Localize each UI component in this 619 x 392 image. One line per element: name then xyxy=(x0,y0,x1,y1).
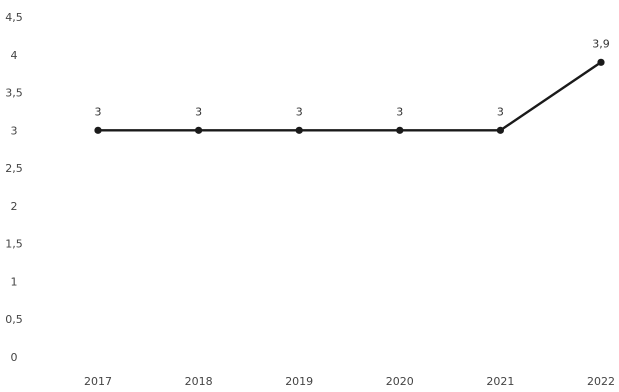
x-tick-label: 2017 xyxy=(84,375,112,388)
data-point xyxy=(597,58,605,66)
y-tick-label: 1 xyxy=(11,275,18,288)
x-tick-label: 2019 xyxy=(285,375,313,388)
data-point xyxy=(295,126,303,134)
y-tick-label: 3 xyxy=(11,124,18,137)
x-tick-label: 2022 xyxy=(587,375,615,388)
y-tick-label: 2,5 xyxy=(5,162,23,175)
y-tick-label: 0,5 xyxy=(5,313,23,326)
y-tick-label: 4,5 xyxy=(5,11,23,24)
data-labels: 3 3 3 3 3 3,9 xyxy=(95,37,610,118)
data-label: 3 xyxy=(195,105,202,118)
data-point xyxy=(396,126,404,134)
series-line xyxy=(98,61,602,132)
data-label: 3,9 xyxy=(592,37,610,50)
y-tick-label: 0 xyxy=(11,351,18,364)
data-point xyxy=(195,126,203,134)
y-tick-label: 3,5 xyxy=(5,87,23,100)
y-tick-label: 4 xyxy=(11,49,18,62)
y-axis: 0 0,5 1 1,5 2 2,5 3 3,5 4 4,5 xyxy=(5,11,23,364)
x-tick-label: 2018 xyxy=(185,375,213,388)
data-point xyxy=(94,126,102,134)
y-tick-label: 2 xyxy=(11,200,18,213)
y-tick-label: 1,5 xyxy=(5,238,23,251)
data-point xyxy=(496,126,504,134)
data-label: 3 xyxy=(497,105,504,118)
x-tick-label: 2021 xyxy=(486,375,514,388)
x-tick-label: 2020 xyxy=(386,375,414,388)
data-label: 3 xyxy=(95,105,102,118)
series-layer xyxy=(94,58,605,134)
x-axis: 2017 2018 2019 2020 2021 2022 xyxy=(84,375,615,388)
data-label: 3 xyxy=(396,105,403,118)
data-label: 3 xyxy=(296,105,303,118)
